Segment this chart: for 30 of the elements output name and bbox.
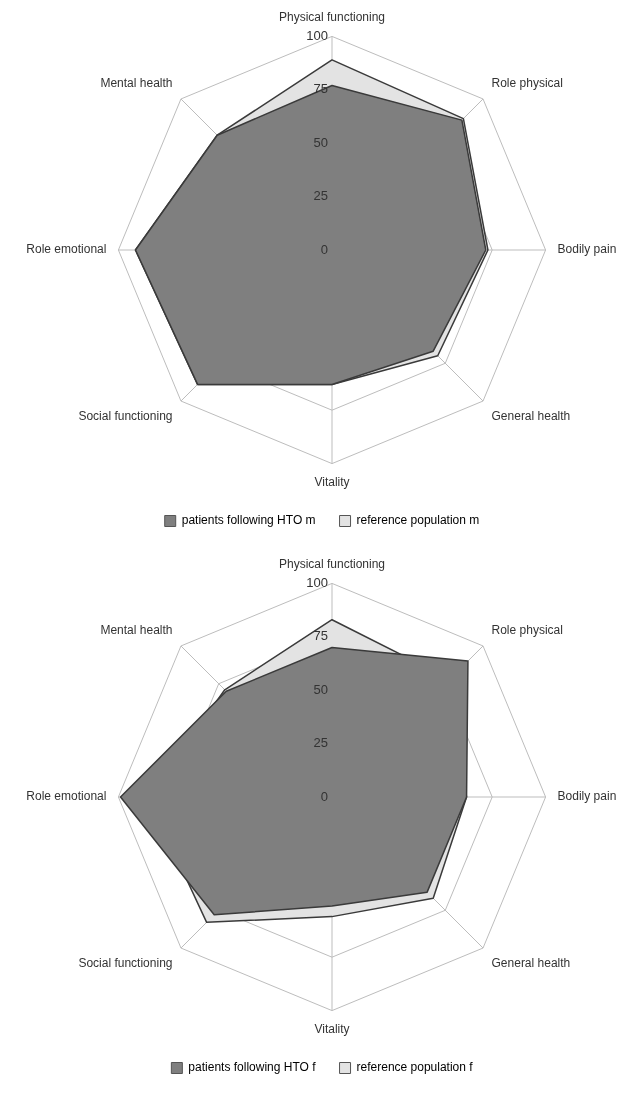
y-tick-label: 0 (320, 788, 328, 804)
spoke-label: Vitality (314, 1022, 350, 1037)
y-tick-label: 75 (313, 628, 328, 644)
spoke-label: Bodily pain (557, 242, 617, 257)
spoke-label: Mental health (100, 75, 173, 90)
spoke-label: General health (491, 956, 571, 971)
y-tick-label: 100 (306, 574, 328, 590)
y-tick-label: 75 (313, 81, 328, 97)
legend-label: patients following HTO f (188, 1060, 317, 1075)
y-tick-label: 50 (313, 681, 328, 697)
spoke-label: General health (491, 409, 571, 424)
y-tick-label: 25 (313, 735, 328, 751)
spoke-label: Vitality (314, 475, 350, 490)
spoke-label: Bodily pain (557, 789, 617, 804)
y-tick-label: 25 (313, 188, 328, 204)
spoke-label: Role emotional (26, 789, 107, 804)
spoke-label: Physical functioning (278, 556, 386, 571)
y-tick-label: 0 (320, 241, 328, 257)
spoke-label: Physical functioning (278, 9, 386, 24)
spoke-label: Social functioning (78, 409, 173, 424)
y-tick-label: 50 (313, 134, 328, 150)
legend-label: reference population m (356, 513, 480, 528)
legend-label: patients following HTO m (181, 513, 316, 528)
spoke-label: Role physical (491, 622, 563, 637)
spoke-label: Social functioning (78, 956, 173, 971)
spoke-label: Role physical (491, 75, 563, 90)
y-tick-label: 100 (306, 27, 328, 43)
spoke-label: Role emotional (26, 242, 107, 257)
legend-label: reference population f (356, 1060, 474, 1075)
spoke-label: Mental health (100, 622, 173, 637)
